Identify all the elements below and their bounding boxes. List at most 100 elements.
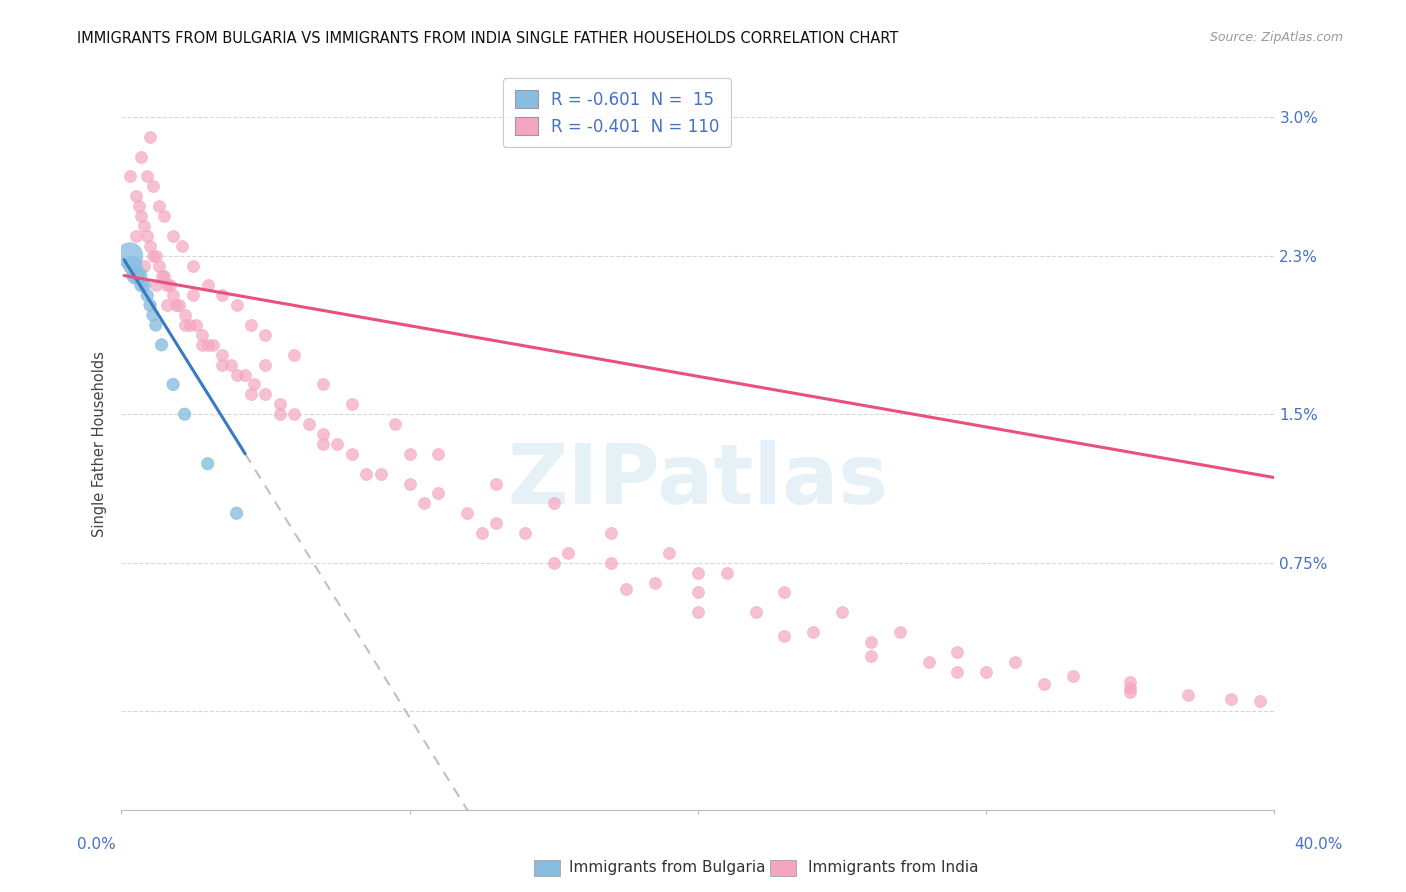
Point	[513, 526, 536, 541]
Point	[1062, 668, 1084, 682]
Point	[312, 377, 335, 392]
Point	[170, 239, 193, 253]
Text: 40.0%: 40.0%	[1295, 838, 1343, 852]
Point	[239, 387, 262, 401]
Point	[150, 338, 173, 352]
Point	[197, 338, 219, 352]
Point	[121, 259, 143, 273]
Text: IMMIGRANTS FROM BULGARIA VS IMMIGRANTS FROM INDIA SINGLE FATHER HOUSEHOLDS CORRE: IMMIGRANTS FROM BULGARIA VS IMMIGRANTS F…	[77, 31, 898, 46]
Point	[142, 179, 165, 194]
Point	[139, 298, 162, 312]
Point	[131, 278, 153, 293]
Point	[145, 318, 167, 332]
Point	[773, 585, 796, 599]
Point	[356, 467, 378, 481]
Point	[225, 298, 247, 312]
Point	[340, 397, 363, 411]
Point	[557, 546, 579, 560]
Point	[471, 526, 494, 541]
Point	[145, 278, 167, 293]
Y-axis label: Single Father Households: Single Father Households	[93, 351, 107, 537]
Point	[162, 228, 184, 243]
Text: Immigrants from Bulgaria: Immigrants from Bulgaria	[569, 860, 766, 874]
Point	[136, 228, 159, 243]
Point	[427, 447, 450, 461]
Point	[1177, 689, 1199, 703]
Point	[600, 526, 623, 541]
Point	[167, 298, 190, 312]
Text: 0.0%: 0.0%	[77, 838, 117, 852]
Point	[139, 239, 162, 253]
Point	[413, 496, 436, 510]
Point	[312, 437, 335, 451]
Point	[173, 407, 195, 421]
Point	[219, 358, 242, 372]
Point	[254, 387, 277, 401]
Point	[859, 648, 882, 663]
Point	[801, 625, 824, 640]
Point	[686, 605, 709, 619]
Point	[134, 278, 156, 293]
Point	[398, 476, 420, 491]
Point	[124, 228, 146, 243]
Point	[202, 338, 225, 352]
Point	[254, 358, 277, 372]
Point	[225, 506, 247, 520]
Point	[181, 288, 204, 302]
Point	[118, 169, 141, 184]
Point	[744, 605, 766, 619]
Point	[186, 318, 208, 332]
Point	[831, 605, 853, 619]
Point	[485, 476, 508, 491]
Point	[211, 288, 233, 302]
Point	[312, 427, 335, 442]
Point	[150, 268, 173, 283]
Point	[859, 635, 882, 649]
Point	[946, 665, 969, 679]
Point	[139, 129, 162, 144]
Point	[181, 259, 204, 273]
Point	[1119, 684, 1142, 698]
Point	[716, 566, 738, 580]
Point	[254, 328, 277, 343]
Point	[269, 407, 291, 421]
Point	[658, 546, 681, 560]
Point	[118, 249, 141, 263]
Point	[156, 298, 179, 312]
Point	[1032, 676, 1054, 690]
Point	[370, 467, 392, 481]
Point	[134, 259, 156, 273]
Point	[142, 308, 165, 322]
Point	[211, 348, 233, 362]
Point	[124, 189, 146, 203]
Point	[148, 199, 170, 213]
Point	[136, 288, 159, 302]
Point	[243, 377, 266, 392]
Point	[233, 368, 256, 382]
Point	[340, 447, 363, 461]
Point	[686, 585, 709, 599]
Point	[600, 556, 623, 570]
Point	[124, 268, 146, 283]
Point	[211, 358, 233, 372]
Point	[142, 249, 165, 263]
Point	[191, 338, 214, 352]
Point	[283, 407, 305, 421]
Point	[239, 318, 262, 332]
Point	[179, 318, 201, 332]
Point	[162, 288, 184, 302]
Point	[1004, 655, 1026, 669]
Point	[148, 259, 170, 273]
Text: ZIPatlas: ZIPatlas	[508, 440, 889, 521]
Point	[384, 417, 406, 431]
Point	[326, 437, 349, 451]
Legend: R = -0.601  N =  15, R = -0.401  N = 110: R = -0.601 N = 15, R = -0.401 N = 110	[503, 78, 731, 147]
Point	[173, 318, 195, 332]
Point	[644, 575, 666, 590]
Point	[427, 486, 450, 500]
Point	[153, 268, 176, 283]
Point	[131, 209, 153, 223]
Point	[1249, 694, 1271, 708]
Point	[134, 219, 156, 233]
Point	[543, 556, 565, 570]
